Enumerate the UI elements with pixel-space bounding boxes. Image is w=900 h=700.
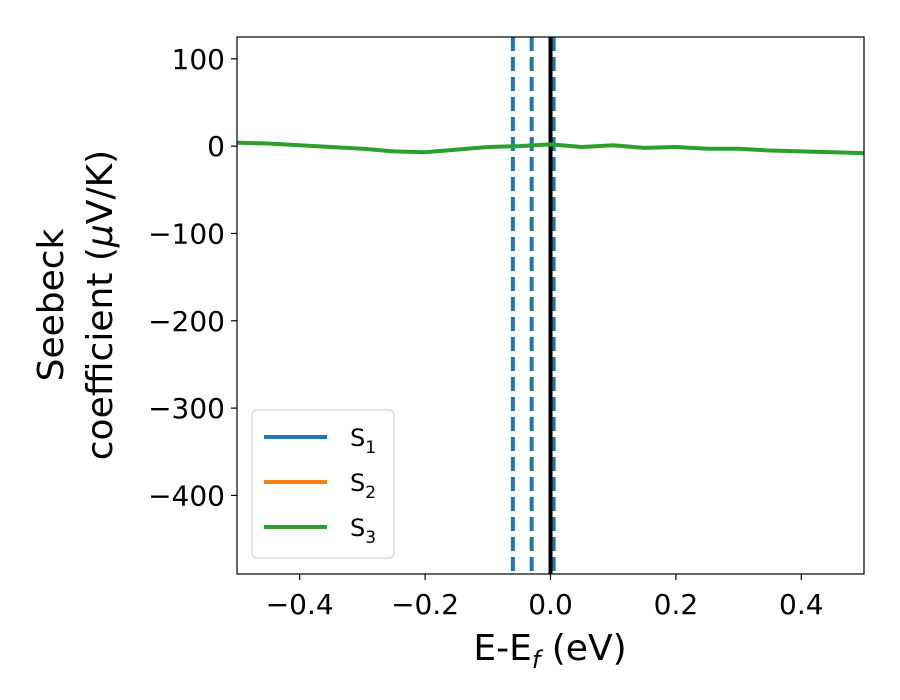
y-tick-label: 0 xyxy=(207,130,225,163)
x-tick-label: −0.2 xyxy=(391,588,459,621)
y-tick-label: 100 xyxy=(172,43,225,76)
x-axis-label: E-Ef (eV) xyxy=(473,628,626,674)
y-axis-label: Seebeck coefficient (μV/K) xyxy=(31,150,121,460)
y-axis-label-line1: Seebeck xyxy=(31,228,72,381)
axes: −0.4 −0.2 0.0 0.2 0.4 100 0 −100 −200 −300 −400 xyxy=(148,36,865,621)
plot-area xyxy=(237,37,864,574)
x-tick-label: 0.2 xyxy=(654,588,699,621)
y-tick-label: −100 xyxy=(148,217,225,250)
legend: S1 S2 S3 xyxy=(251,409,395,559)
x-tick-label: 0.0 xyxy=(528,588,573,621)
legend-label-1: S1 xyxy=(350,424,376,458)
series-line-3 xyxy=(237,140,864,156)
y-tick-label: −400 xyxy=(148,479,225,512)
legend-label-3: S3 xyxy=(350,514,376,548)
plot-clip-group xyxy=(237,37,864,574)
y-axis-label-line2: coefficient (μV/K) xyxy=(80,150,121,460)
y-tick-label: −300 xyxy=(148,392,225,425)
y-tick-label: −200 xyxy=(148,305,225,338)
x-tick-label: −0.4 xyxy=(266,588,334,621)
legend-label-2: S2 xyxy=(350,469,376,503)
x-tick-label: 0.4 xyxy=(779,588,824,621)
